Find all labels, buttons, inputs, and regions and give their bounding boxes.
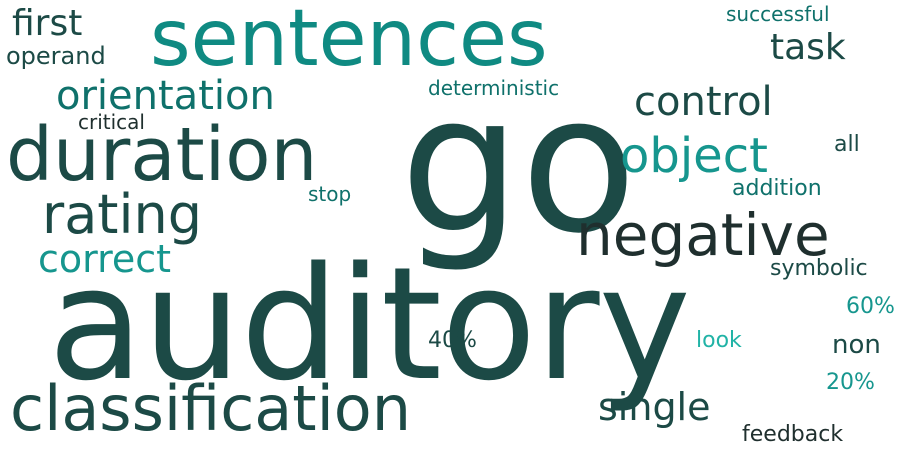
word-object: object [620, 128, 768, 184]
word-operand: operand [6, 42, 106, 70]
word-non: non [832, 330, 881, 360]
word-successful: successful [726, 2, 830, 26]
word-classification: classification [10, 372, 412, 445]
word-feedback: feedback [742, 422, 844, 447]
word-deterministic: deterministic [428, 76, 560, 100]
word-go: go [400, 54, 637, 275]
word-sentences: sentences [150, 0, 548, 84]
word-addition: addition [732, 176, 822, 201]
word-orientation: orientation [56, 73, 275, 119]
word-rating: rating [42, 183, 202, 246]
word-correct: correct [38, 237, 172, 281]
word-40-percent: 40% [428, 328, 477, 353]
word-look: look [696, 328, 742, 353]
word-auditory: auditory [48, 233, 691, 415]
word-60-percent: 60% [846, 294, 895, 319]
word-negative: negative [576, 201, 830, 269]
word-all: all [834, 132, 860, 157]
word-critical: critical [78, 110, 145, 134]
word-20-percent: 20% [826, 370, 875, 395]
word-symbolic: symbolic [770, 256, 868, 281]
word-task: task [770, 27, 846, 68]
word-first: first [12, 3, 83, 44]
word-control: control [634, 79, 773, 125]
word-stop: stop [308, 182, 352, 206]
word-duration: duration [6, 112, 318, 198]
word-single: single [598, 385, 711, 429]
